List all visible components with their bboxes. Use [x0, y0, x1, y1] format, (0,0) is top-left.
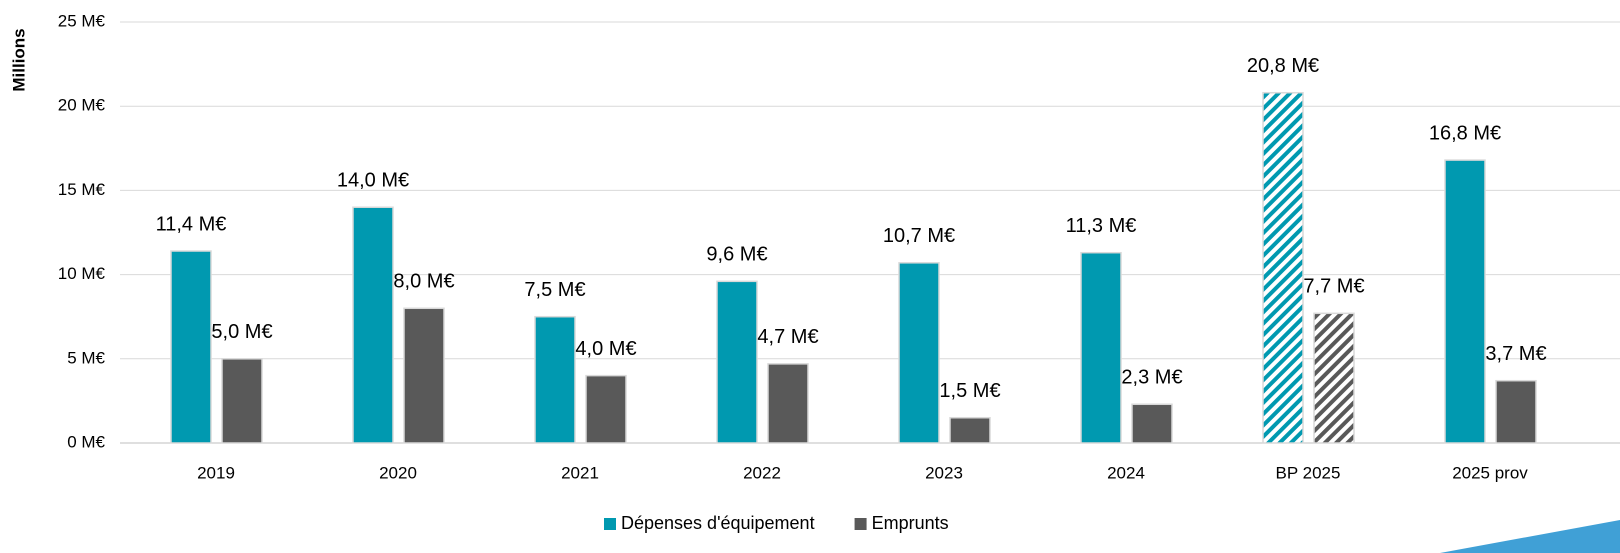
value-label: 3,7 M€ — [1485, 343, 1546, 365]
bar — [352, 206, 394, 444]
x-tick-label: 2024 — [1107, 463, 1145, 482]
y-axis-label: Millions — [9, 28, 28, 91]
value-label: 16,8 M€ — [1429, 122, 1501, 144]
bar — [1313, 312, 1355, 444]
value-label: 4,7 M€ — [757, 326, 818, 348]
decoration — [1440, 520, 1620, 553]
x-tick-label: 2022 — [743, 463, 781, 482]
value-label: 8,0 M€ — [393, 271, 454, 293]
legend-label: Dépenses d'équipement — [621, 513, 815, 533]
x-tick-label: 2023 — [925, 463, 963, 482]
value-label: 7,7 M€ — [1303, 276, 1364, 298]
bar — [949, 416, 991, 444]
legend-swatch — [854, 518, 867, 530]
legend-swatch — [604, 518, 616, 530]
y-tick-label: 15 M€ — [58, 180, 106, 199]
y-tick-label: 0 M€ — [67, 432, 105, 451]
bar — [534, 315, 576, 444]
x-tick-label: 2025 prov — [1452, 463, 1528, 482]
y-tick-label: 20 M€ — [58, 96, 106, 115]
bar — [1080, 251, 1122, 444]
value-label: 1,5 M€ — [939, 380, 1000, 402]
value-label: 10,7 M€ — [883, 225, 955, 247]
y-tick-label: 10 M€ — [58, 264, 106, 283]
x-tick-label: BP 2025 — [1276, 463, 1341, 482]
value-label: 7,5 M€ — [524, 279, 585, 301]
value-label: 11,3 M€ — [1066, 215, 1137, 237]
value-label: 2,3 M€ — [1121, 367, 1182, 389]
bar — [221, 358, 263, 444]
bar — [170, 250, 212, 444]
x-tick-label: 2019 — [197, 463, 235, 482]
value-label: 9,6 M€ — [706, 244, 767, 266]
bar — [403, 307, 445, 444]
bar — [1495, 379, 1537, 444]
y-tick-label: 25 M€ — [58, 11, 106, 30]
x-tick-label: 2021 — [561, 463, 599, 482]
legend-label: Emprunts — [872, 513, 949, 533]
bar — [1131, 403, 1173, 444]
value-label: 14,0 M€ — [337, 170, 409, 192]
y-tick-label: 5 M€ — [67, 348, 105, 367]
bar — [1262, 91, 1304, 444]
bar — [1444, 159, 1486, 444]
x-tick-label: 2020 — [379, 463, 417, 482]
value-label: 20,8 M€ — [1247, 55, 1319, 77]
value-label: 11,4 M€ — [156, 213, 227, 235]
value-label: 4,0 M€ — [575, 338, 636, 360]
bar — [716, 280, 758, 444]
value-label: 5,0 M€ — [211, 321, 272, 343]
bar — [767, 363, 809, 444]
bar — [898, 262, 940, 444]
bar — [585, 374, 627, 444]
